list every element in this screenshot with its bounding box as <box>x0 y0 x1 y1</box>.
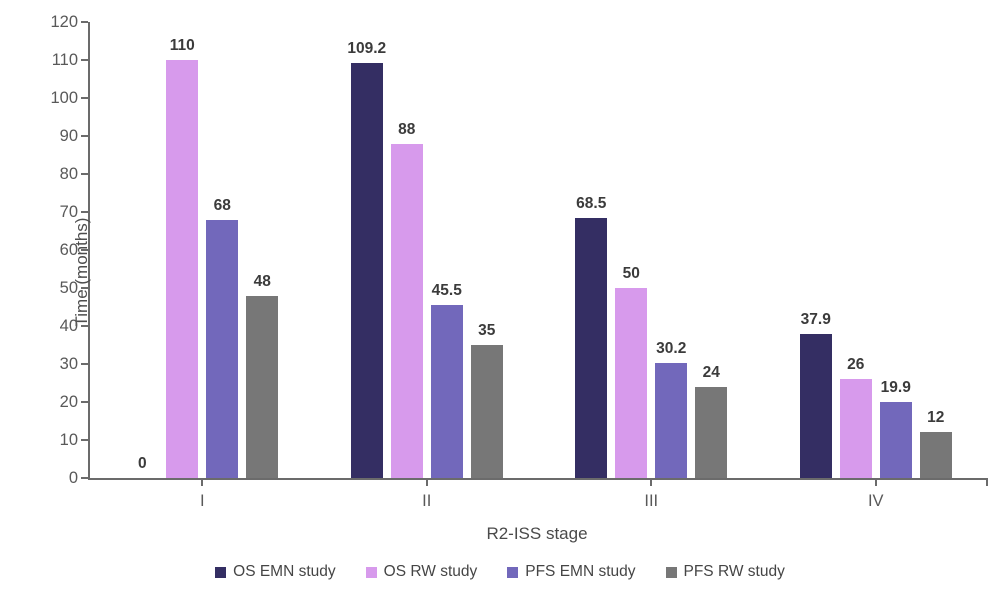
bar-pfs-rw-study-stage-III <box>695 386 728 478</box>
bar-value-label: 88 <box>398 120 416 138</box>
y-axis-title-text: Time (months) <box>72 217 91 327</box>
bar-value-label: 24 <box>702 363 720 381</box>
bar-os-emn-study-stage-II <box>350 63 383 478</box>
y-axis-tick <box>81 97 88 99</box>
bar-value-label: 45.5 <box>431 282 462 300</box>
y-axis-tick <box>81 325 88 327</box>
y-axis-tick <box>81 135 88 137</box>
bar-os-rw-study-stage-II <box>390 143 423 478</box>
y-axis-tick <box>81 211 88 213</box>
y-axis-tick <box>81 439 88 441</box>
bar-os-emn-study-stage-III <box>575 217 608 478</box>
bar-value-label: 26 <box>847 356 865 374</box>
bar-value-label: 30.2 <box>656 340 687 358</box>
category-label: II <box>422 492 432 510</box>
y-axis-tick-label: 60 <box>59 241 78 259</box>
y-axis-tick <box>81 173 88 175</box>
y-axis-tick-label: 40 <box>59 317 78 335</box>
y-axis-tick <box>81 21 88 23</box>
y-axis-tick-label: 80 <box>59 165 78 183</box>
bar-value-label: 109.2 <box>347 40 387 58</box>
x-axis-title: R2-ISS stage <box>486 524 588 543</box>
bar-value-label: 110 <box>169 37 195 54</box>
bar-pfs-emn-study-stage-IV <box>879 402 912 478</box>
bar-os-rw-study-stage-IV <box>839 379 872 478</box>
legend: OS EMN study OS RW study PFS EMN study PFS … <box>0 563 1000 581</box>
bar-pfs-emn-study-stage-III <box>655 363 688 478</box>
y-axis-tick-label: 70 <box>59 203 78 221</box>
bar-value-label: 37.9 <box>800 310 831 328</box>
legend-item-os-rw-study: OS RW study <box>365 563 478 581</box>
bar-value-label: 19.9 <box>880 379 911 397</box>
y-axis-tick-label: 20 <box>59 393 78 411</box>
bar-os-rw-study-stage-I <box>166 60 199 478</box>
category-label: IV <box>867 492 884 510</box>
bar-pfs-rw-study-stage-IV <box>919 432 952 478</box>
legend-swatch-icon <box>507 566 519 578</box>
y-axis-tick <box>81 401 88 403</box>
y-axis-tick-label: 100 <box>50 89 78 107</box>
bar-value-label: 68 <box>213 196 231 214</box>
category-label: III <box>644 492 659 510</box>
legend-label: OS EMN study <box>233 563 336 580</box>
bar-pfs-rw-study-stage-II <box>470 345 503 478</box>
category-label: I <box>199 492 205 510</box>
bar-os-rw-study-stage-III <box>615 288 648 478</box>
legend-label: PFS RW study <box>683 563 785 580</box>
bar-os-emn-study-stage-IV <box>799 333 832 478</box>
legend-label: PFS EMN study <box>525 563 636 580</box>
bar-pfs-emn-study-stage-II <box>430 305 463 478</box>
bar-value-label: 35 <box>478 322 496 339</box>
legend-label: OS RW study <box>383 563 478 580</box>
x-axis-end-tick <box>986 478 988 486</box>
y-axis-tick-label: 50 <box>59 279 78 297</box>
legend-item-os-emn-study: OS EMN study <box>215 563 336 581</box>
legend-swatch-icon <box>365 566 377 578</box>
plot-area: Time (months) 0 10 20 30 40 50 60 70 80 90 100 110 1… <box>50 13 988 510</box>
bar-value-label: 0 <box>137 455 147 472</box>
legend-item-pfs-rw-study: PFS RW study <box>665 563 785 581</box>
bar-value-label: 48 <box>253 272 271 290</box>
y-axis-tick <box>81 59 88 61</box>
bar-pfs-rw-study-stage-I <box>246 295 279 478</box>
y-axis-tick-label: 0 <box>68 469 78 487</box>
bar-value-label: 50 <box>622 265 640 282</box>
x-axis-tick <box>201 478 204 486</box>
y-axis-tick <box>81 287 88 289</box>
x-axis-tick <box>425 478 428 486</box>
bar-pfs-emn-study-stage-I <box>206 219 239 478</box>
bar-value-label: 12 <box>927 409 945 427</box>
legend-swatch-icon <box>215 566 227 578</box>
y-axis-tick <box>81 363 88 365</box>
x-axis-tick <box>650 478 653 486</box>
y-axis-tick <box>81 249 88 251</box>
x-axis-tick <box>874 478 877 486</box>
bar-value-label: 68.5 <box>576 194 607 212</box>
y-axis-tick-label: 10 <box>59 431 78 449</box>
y-axis-tick <box>81 477 88 479</box>
y-axis-tick-label: 120 <box>50 13 78 31</box>
y-axis-tick-label: 30 <box>59 355 78 373</box>
y-axis-tick-label: 90 <box>59 127 78 145</box>
y-axis-tick-label: 110 <box>51 51 78 69</box>
legend-swatch-icon <box>665 566 677 578</box>
legend-item-pfs-emn-study: PFS EMN study <box>507 563 636 581</box>
